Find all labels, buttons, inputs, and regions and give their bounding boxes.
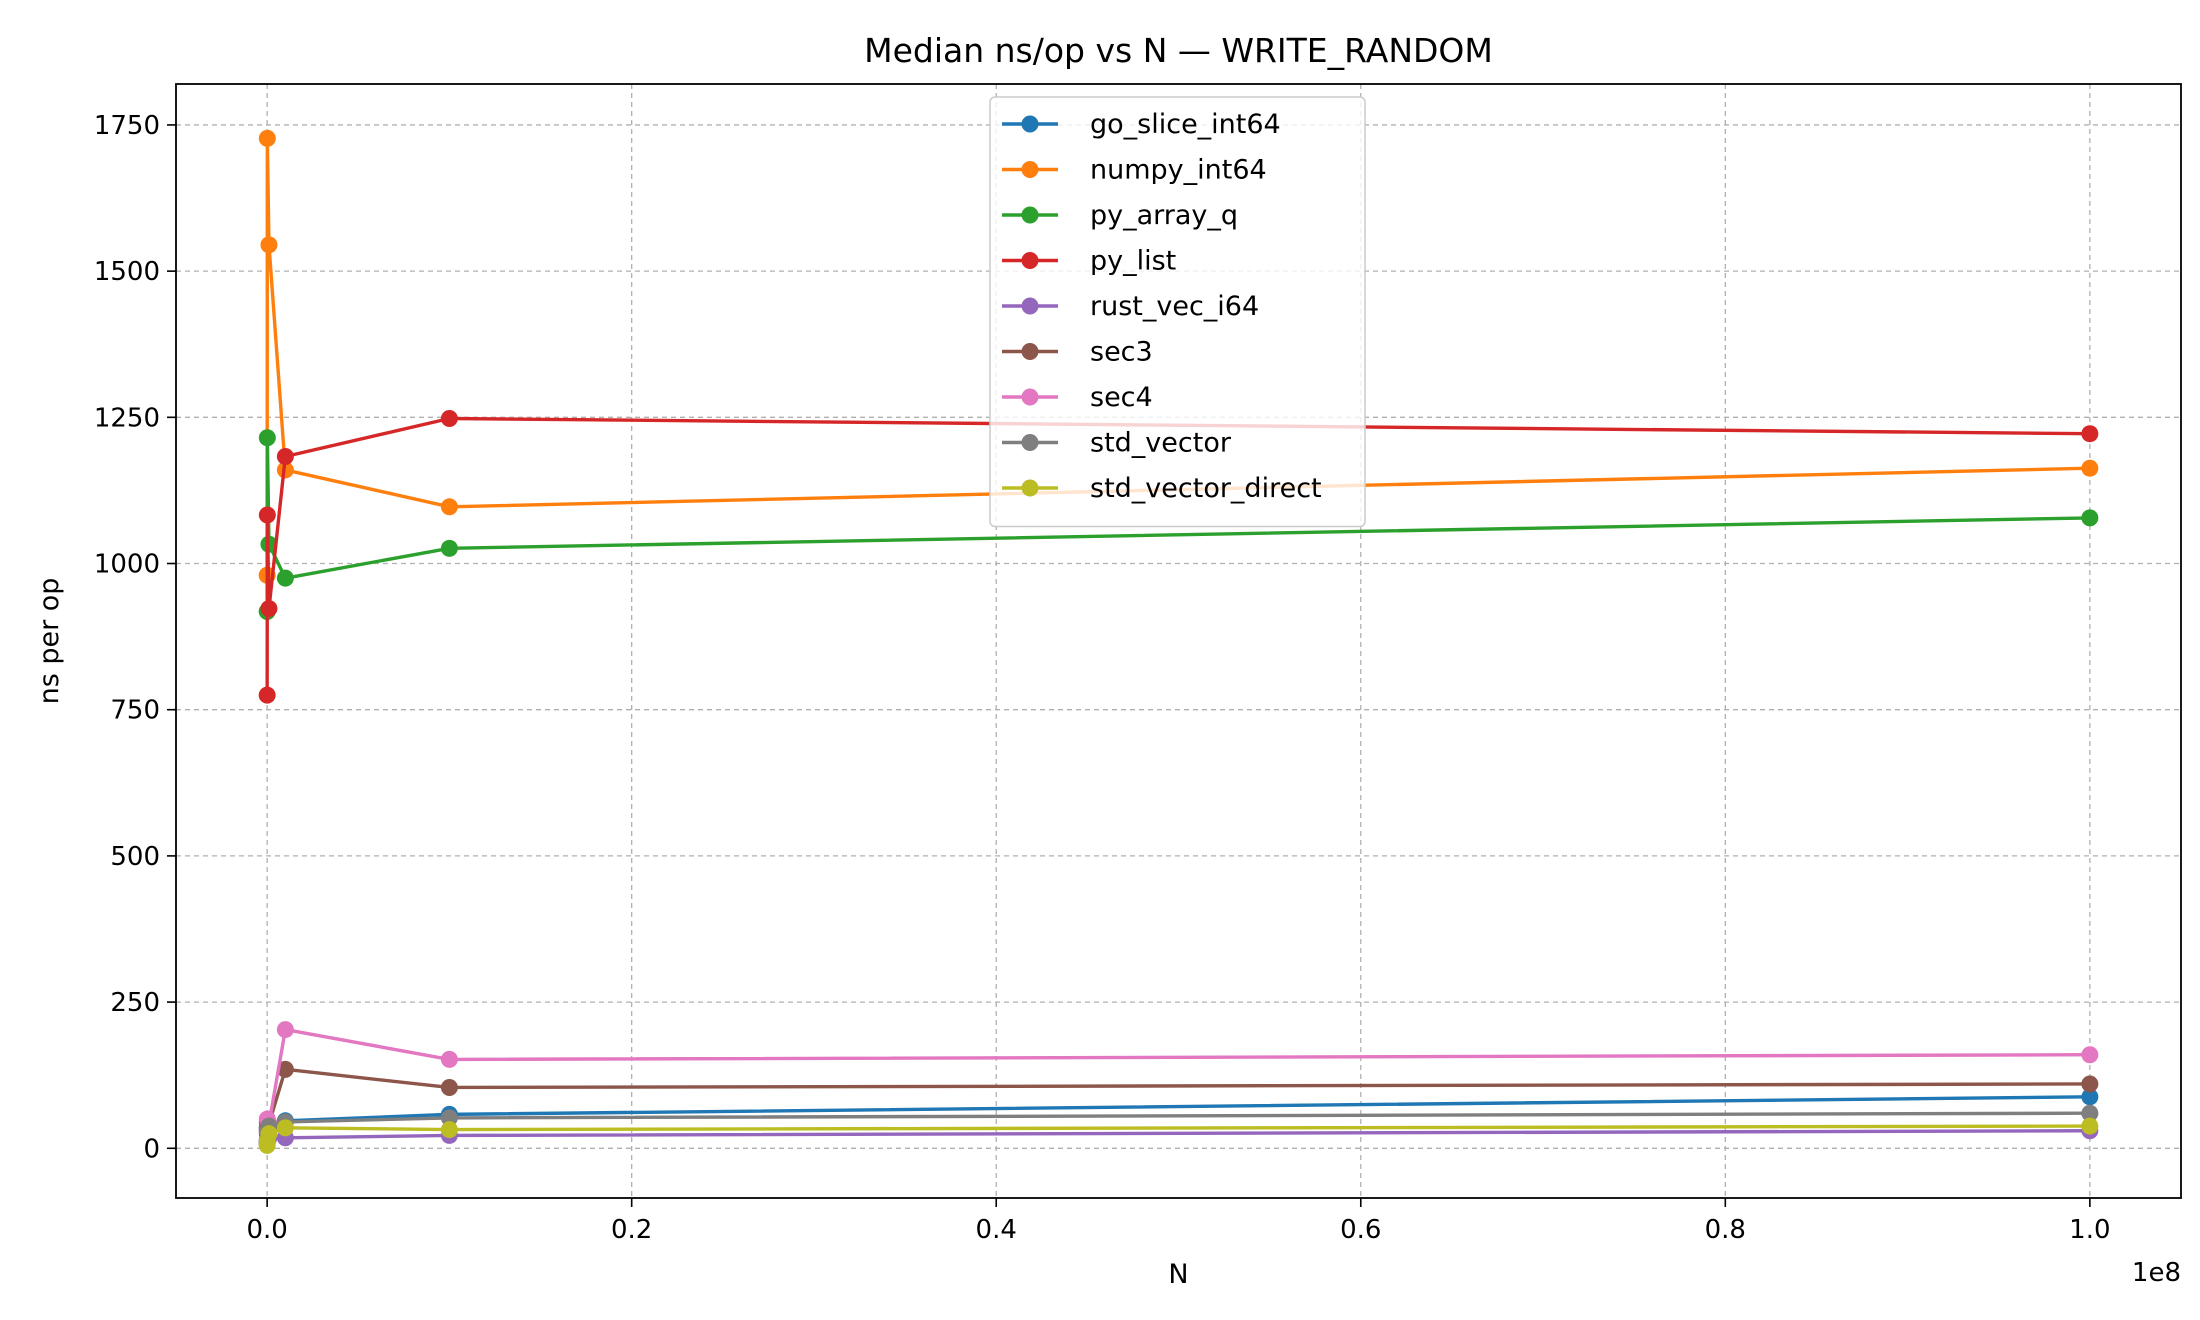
data-point (440, 1050, 458, 1068)
data-point (2081, 1075, 2099, 1093)
data-point (276, 569, 294, 587)
series-std_vector_direct (258, 1117, 2099, 1154)
data-point (2081, 459, 2099, 477)
legend-label: sec4 (1090, 382, 1153, 413)
x-tick-label: 0.2 (611, 1215, 652, 1245)
ticks: 0.0 0.2 0.4 0.6 0.8 1.0 0 250 500 750 1000 1250 1500… (94, 111, 2111, 1245)
series-line (265, 416, 2090, 696)
data-point (2081, 425, 2099, 443)
legend-marker (1021, 388, 1039, 406)
data-point (2081, 1088, 2099, 1106)
legend-marker (1021, 343, 1039, 360)
x-tick-label: 0.8 (1705, 1215, 1746, 1245)
plot-frame (175, 83, 2182, 1199)
legend-entry-py_list: py_list (1002, 246, 1176, 277)
y-axis-label: ns per op (34, 578, 65, 705)
legend-label: py_list (1090, 246, 1176, 277)
legend-marker (1021, 115, 1039, 133)
data-point (440, 498, 458, 516)
data-point (440, 409, 458, 427)
legend-label: py_array_q (1090, 200, 1238, 231)
series-line (265, 136, 2090, 576)
series-numpy_int64 (258, 129, 2099, 584)
legend-entry-rust_vec_i64: rust_vec_i64 (1002, 291, 1259, 322)
legend-marker (1021, 161, 1039, 178)
data-point (258, 429, 276, 447)
legend-entry-std_vector_direct: std_vector_direct (1002, 473, 1322, 504)
data-point (440, 1121, 458, 1139)
data-point (440, 539, 458, 557)
data-point (258, 129, 276, 147)
legend-label: sec3 (1090, 337, 1153, 368)
data-point (276, 1060, 294, 1078)
data-point (2081, 1117, 2099, 1135)
legend-box (989, 96, 1366, 528)
x-tick-label: 0.6 (1340, 1215, 1381, 1245)
legend-entry-std_vector: std_vector (1002, 428, 1232, 459)
y-tick-label: 1250 (94, 403, 160, 433)
data-point (2081, 509, 2099, 527)
data-point (440, 1109, 458, 1127)
legend-label: std_vector (1090, 428, 1232, 459)
legend-label: std_vector_direct (1090, 473, 1322, 504)
data-point (2081, 1104, 2099, 1122)
data-point (260, 1125, 278, 1143)
data-point (276, 448, 294, 466)
data-point (276, 1021, 294, 1039)
series-py_list (258, 409, 2099, 704)
y-tick-label: 1000 (94, 550, 160, 580)
legend-marker (1021, 252, 1039, 269)
data-point (260, 236, 278, 254)
legend-entry-numpy_int64: numpy_int64 (1002, 155, 1267, 186)
data-point (260, 600, 278, 618)
x-axis-offset-label: 1e8 (2132, 1258, 2181, 1288)
x-axis-label: N (1168, 1259, 1188, 1290)
data-point (440, 1078, 458, 1096)
series-line (265, 436, 2090, 612)
data-point (276, 1119, 294, 1137)
chart-title: Median ns/op vs N — WRITE_RANDOM (864, 31, 1493, 70)
legend-label: rust_vec_i64 (1090, 291, 1259, 322)
legend-entry-py_array_q: py_array_q (1002, 200, 1238, 231)
legend-marker (1021, 206, 1039, 224)
legend-marker (1021, 297, 1039, 315)
y-tick-label: 1500 (94, 257, 160, 287)
legend-label: go_slice_int64 (1090, 109, 1281, 140)
y-tick-label: 250 (110, 988, 160, 1018)
legend: go_slice_int64 numpy_int64 py_array_q py_li… (989, 96, 1366, 528)
series-layer (258, 129, 2099, 1154)
y-tick-label: 1750 (94, 111, 160, 141)
legend-entry-sec3: sec3 (1002, 337, 1153, 368)
legend-entry-go_slice_int64: go_slice_int64 (1002, 109, 1281, 140)
x-tick-label: 0.0 (246, 1215, 287, 1245)
legend-entry-sec4: sec4 (1002, 382, 1153, 413)
legend-label: numpy_int64 (1090, 155, 1267, 186)
data-point (2081, 1046, 2099, 1064)
y-tick-label: 500 (110, 842, 160, 872)
legend-marker (1021, 434, 1039, 451)
data-point (258, 506, 276, 524)
data-point (258, 686, 276, 704)
x-tick-label: 0.4 (976, 1215, 1017, 1245)
y-tick-label: 750 (110, 696, 160, 726)
legend-marker (1021, 479, 1039, 497)
x-tick-label: 1.0 (2069, 1215, 2110, 1245)
y-tick-label: 0 (143, 1134, 160, 1164)
